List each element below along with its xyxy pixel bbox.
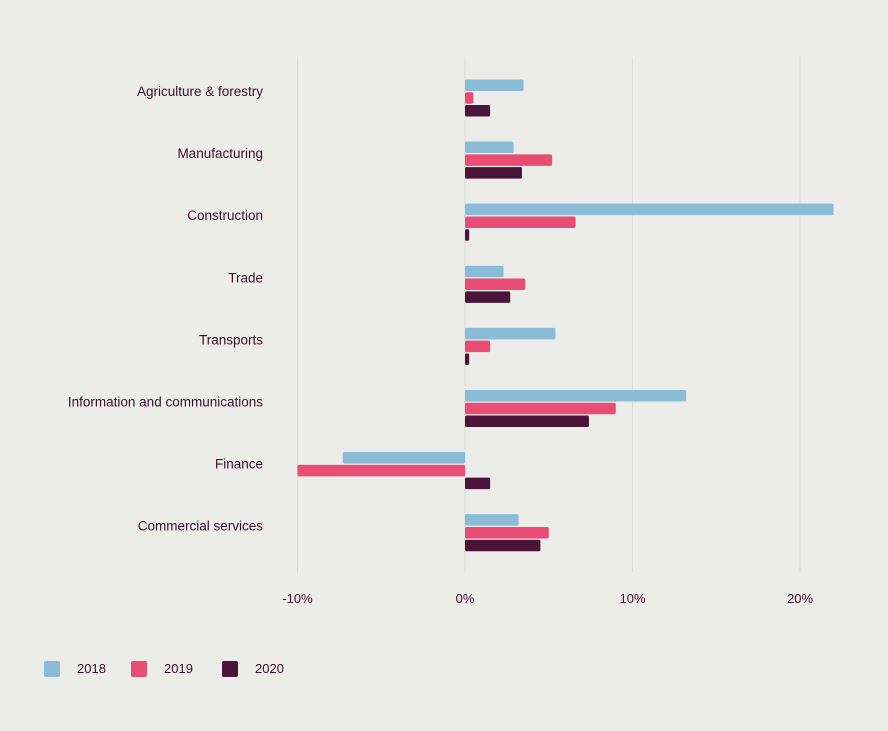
bar-trade-2019 [465,278,526,291]
category-label-information-and-communications: Information and communications [68,395,263,410]
bar-transports-2018 [465,327,556,340]
category-label-transports: Transports [199,332,263,347]
category-label-construction: Construction [187,208,263,223]
legend-swatch-2020 [222,661,238,677]
x-tick-label: 10% [619,591,645,606]
bar-information-and-communications-2018 [465,389,687,402]
bar-trade-2018 [465,265,504,278]
bar-commercial-services-2020 [465,539,541,552]
bar-construction-2019 [465,216,576,228]
legend-label-2020: 2020 [255,661,284,676]
category-label-finance: Finance [215,457,263,472]
bar-finance-2020 [465,477,491,490]
category-label-trade: Trade [228,270,263,285]
legend: 2018 2019 2020 [44,661,284,677]
x-tick-label: 0% [456,591,475,606]
x-axis-tick-labels: -10% 0% 10% 20% [282,591,813,606]
bar-construction-2020 [465,229,470,241]
bar-manufacturing-2019 [465,154,553,166]
bar-manufacturing-2020 [465,167,522,179]
grid-lines [297,57,801,572]
bar-information-and-communications-2019 [465,402,616,415]
bar-transports-2019 [465,340,491,353]
bar-agriculture-and-forestry-2018 [465,79,524,91]
bar-finance-2019 [297,464,465,477]
category-labels: Agriculture & forestry Manufacturing Const… [68,84,263,534]
x-tick-label: -10% [282,591,313,606]
bar-agriculture-and-forestry-2020 [465,105,491,117]
legend-label-2019: 2019 [164,661,193,676]
bar-construction-2018 [465,203,834,216]
x-tick-label: 20% [787,591,813,606]
bar-information-and-communications-2020 [465,415,589,428]
category-label-commercial-services: Commercial services [138,519,264,534]
bar-commercial-services-2019 [465,526,549,539]
legend-swatch-2018 [44,661,60,677]
legend-swatch-2019 [131,661,147,677]
legend-label-2018: 2018 [77,661,106,676]
bar-agriculture-and-forestry-2019 [465,92,474,104]
bar-commercial-services-2018 [465,514,519,526]
bar-trade-2020 [465,291,511,303]
bar-transports-2020 [465,353,470,365]
bars [297,79,834,552]
bar-finance-2018 [342,452,465,464]
category-label-agriculture-and-forestry: Agriculture & forestry [137,84,263,99]
category-label-manufacturing: Manufacturing [177,146,263,161]
bar-manufacturing-2018 [465,141,514,154]
